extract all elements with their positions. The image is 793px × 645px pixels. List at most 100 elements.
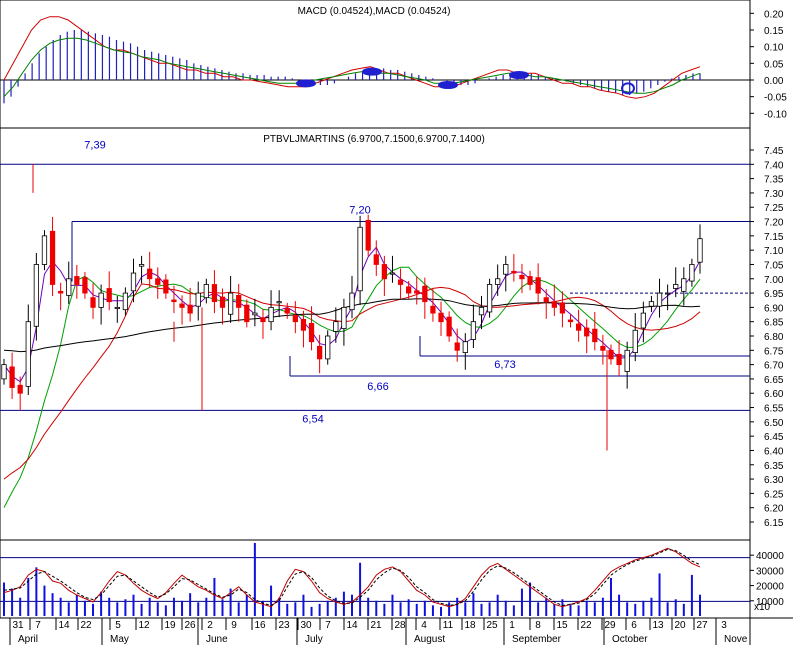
volume-panel-frame — [0, 539, 751, 619]
candle-body — [648, 301, 655, 307]
price-y-tick-label: 7.10 — [764, 246, 784, 257]
x-day-label: 23 — [278, 620, 290, 631]
candle-body — [365, 219, 371, 251]
level-label: 7,39 — [84, 139, 105, 151]
x-day-label: 7 — [35, 620, 41, 631]
price-y-tick-label: 6.25 — [764, 489, 784, 500]
candle-body — [236, 294, 242, 308]
x-month-label: May — [110, 634, 129, 645]
x-month-label: April — [18, 634, 38, 645]
x-day-label: 8 — [535, 620, 541, 631]
macd-y-tick-label: 0.00 — [764, 76, 784, 87]
macd-line-macd — [3, 16, 701, 99]
x-month-label: June — [206, 634, 228, 645]
x-month-label: Nove — [724, 634, 748, 645]
candle-body — [203, 284, 209, 299]
candle-body — [470, 321, 477, 340]
x-day-label: 6 — [631, 620, 637, 631]
price-y-tick-label: 6.15 — [764, 518, 784, 529]
x-month-label: August — [414, 634, 445, 645]
candle-body — [195, 292, 201, 307]
price-y-tick-label: 6.45 — [764, 432, 784, 443]
candle-body — [584, 327, 590, 337]
candle-body — [673, 284, 679, 289]
candle-body — [697, 238, 703, 263]
candle-body — [333, 321, 339, 332]
candle-body — [244, 304, 250, 323]
volume-y-tick-label: 30000 — [756, 566, 784, 577]
candle-body — [66, 278, 72, 296]
x-day-label: 18 — [464, 620, 476, 631]
ma-long-line — [3, 283, 701, 480]
price-y-tick-label: 7.00 — [764, 275, 784, 286]
candle-body — [665, 292, 671, 295]
x-day-label: 27 — [696, 620, 708, 631]
candle-body — [357, 226, 363, 292]
x-day-label: 1 — [509, 620, 515, 631]
candle-body — [308, 323, 315, 343]
x-day-label: 28 — [394, 620, 406, 631]
candle-body — [446, 316, 452, 337]
candle-body — [567, 319, 574, 323]
candle-body — [632, 329, 638, 353]
price-y-tick-label: 6.95 — [764, 289, 784, 300]
x-day-label: 22 — [580, 620, 592, 631]
candle-body — [454, 342, 460, 351]
price-y-tick-label: 6.70 — [764, 361, 784, 372]
candle-body — [179, 303, 185, 308]
x-day-label: 30 — [300, 620, 312, 631]
candle-body — [276, 301, 282, 304]
x-day-label: 26 — [184, 620, 196, 631]
price-y-tick-label: 6.50 — [764, 418, 784, 429]
price-y-tick-label: 6.30 — [764, 475, 784, 486]
candle-body — [503, 264, 509, 275]
price-y-tick-label: 6.55 — [764, 404, 784, 415]
x-day-label: 5 — [115, 620, 121, 631]
price-y-tick-label: 6.40 — [764, 446, 784, 457]
candle-body — [211, 284, 218, 303]
price-y-tick-label: 7.30 — [764, 189, 784, 200]
price-y-tick-label: 7.45 — [764, 146, 784, 157]
candle-body — [511, 270, 517, 274]
x-day-label: 21 — [370, 620, 382, 631]
candle-body — [130, 272, 137, 292]
candle-body — [90, 297, 96, 308]
macd-crossover-marker — [296, 79, 316, 88]
candle-body — [41, 235, 48, 265]
x-month-label: July — [305, 634, 323, 645]
candle-body — [527, 276, 533, 285]
stochastic-signal-line — [3, 548, 701, 607]
macd-crossover-marker — [362, 67, 382, 76]
level-label: 6,54 — [302, 413, 323, 425]
candle-body — [373, 254, 379, 265]
macd-crossover-marker — [621, 82, 635, 95]
candle-body — [575, 323, 582, 331]
price-y-tick-label: 7.20 — [764, 218, 784, 229]
level-label: 7,20 — [349, 205, 370, 217]
macd-title: MACD (0.04524),MACD (0.04524) — [298, 6, 451, 17]
price-y-tick-label: 7.15 — [764, 232, 784, 243]
price-y-tick-label: 6.75 — [764, 346, 784, 357]
candle-body — [616, 353, 622, 366]
level-label: 6,73 — [494, 359, 515, 371]
candle-body — [689, 264, 695, 282]
candle-body — [260, 317, 266, 323]
candle-body — [559, 302, 566, 314]
candle-body — [155, 278, 161, 285]
volume-y-tick-label: 20000 — [756, 582, 784, 593]
candle-body — [592, 328, 598, 343]
candle-body — [478, 306, 485, 316]
corner-label: x10 — [754, 602, 771, 613]
macd-crossover-marker — [509, 71, 529, 79]
candle-body — [462, 341, 468, 353]
x-month-label: October — [612, 634, 648, 645]
candle-body — [600, 345, 606, 351]
macd-y-tick-label: 0.10 — [764, 43, 784, 54]
candle-body — [551, 301, 557, 308]
candle-body — [325, 335, 331, 360]
candle-body — [147, 268, 153, 280]
price-y-tick-label: 7.40 — [764, 160, 784, 171]
candle-body — [300, 319, 307, 331]
level-label: 6,66 — [367, 381, 388, 393]
